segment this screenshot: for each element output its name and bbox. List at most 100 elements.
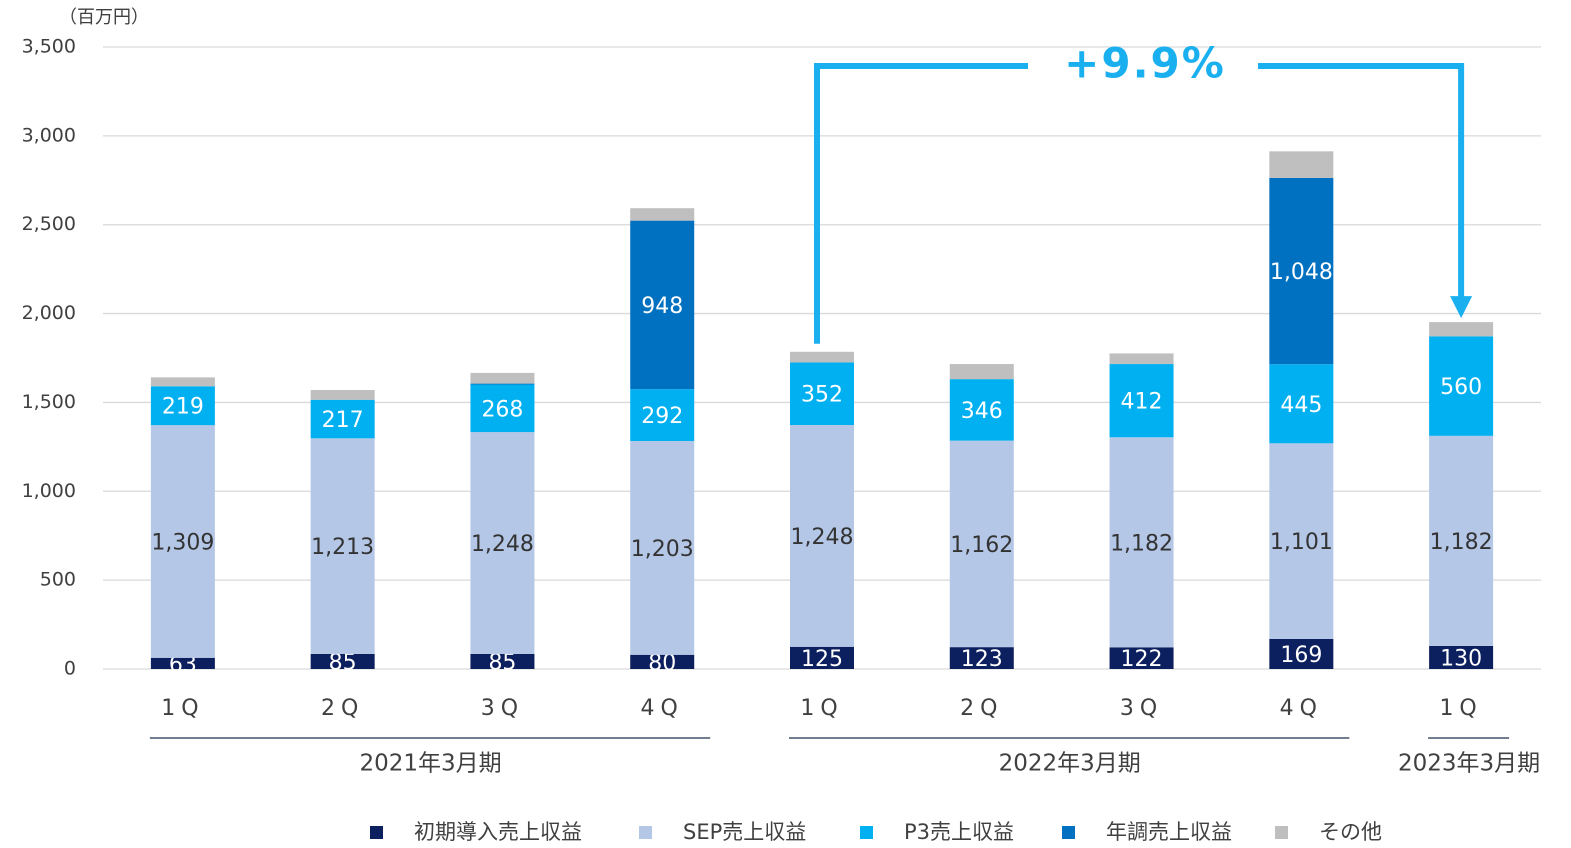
legend-marker xyxy=(1275,826,1288,839)
unit-label: （百万円） xyxy=(59,7,149,28)
bar-segment xyxy=(949,364,1014,380)
data-label: 560 xyxy=(1440,375,1482,400)
data-label: 1,101 xyxy=(1270,530,1333,555)
bar-segment xyxy=(949,440,1014,648)
annotation-text: +9.9% xyxy=(1064,39,1226,88)
bar-segment xyxy=(1109,353,1174,365)
data-label: 1,309 xyxy=(151,530,214,555)
group-label: 2023年3月期 xyxy=(1398,751,1540,777)
bar-segment xyxy=(949,379,1014,441)
annotation-arrow xyxy=(1450,296,1473,319)
data-label: 169 xyxy=(1280,643,1322,668)
legend-label: 年調売上収益 xyxy=(1106,820,1232,844)
x-tick-label: 2Q xyxy=(321,696,364,721)
legend-marker xyxy=(370,826,383,839)
bar-segment xyxy=(150,386,215,426)
data-label: 1,182 xyxy=(1110,531,1173,556)
x-tick-label: 3Q xyxy=(481,696,524,721)
bar-segment xyxy=(1109,647,1174,669)
y-tick-label: 0 xyxy=(64,658,76,680)
data-label: 123 xyxy=(961,647,1003,672)
bar-segment xyxy=(1269,177,1334,365)
x-tick-label: 4Q xyxy=(641,696,684,721)
data-label: 1,182 xyxy=(1430,530,1493,555)
y-tick-label: 3,500 xyxy=(22,36,76,58)
legend-marker xyxy=(639,826,652,839)
data-label: 445 xyxy=(1280,393,1322,418)
bar-segment xyxy=(1429,322,1494,337)
group-label: 2022年3月期 xyxy=(999,751,1141,777)
data-label: 125 xyxy=(801,647,843,672)
bar-segment xyxy=(790,351,854,363)
bar-segment xyxy=(1269,443,1334,639)
legend-marker xyxy=(1062,826,1075,839)
bar-segment xyxy=(1429,336,1494,436)
bar-segment xyxy=(1269,638,1334,669)
bar-segment xyxy=(1109,364,1174,438)
bar-segment xyxy=(470,372,535,384)
bar-segment xyxy=(1429,435,1494,646)
data-label: 1,203 xyxy=(631,537,694,562)
data-label: 85 xyxy=(329,650,357,675)
data-label: 346 xyxy=(961,399,1003,424)
bar-segment xyxy=(470,432,535,654)
data-label: 217 xyxy=(322,408,364,433)
data-label: 1,213 xyxy=(311,535,374,560)
data-label: 1,048 xyxy=(1270,260,1333,285)
data-label: 1,248 xyxy=(791,525,854,550)
x-tick-label: 1Q xyxy=(1439,696,1482,721)
bar-segment xyxy=(630,440,695,655)
data-label: 292 xyxy=(641,404,683,429)
data-label: 219 xyxy=(162,395,204,420)
bar-segment xyxy=(310,389,375,400)
y-tick-label: 500 xyxy=(40,569,76,591)
legend-marker xyxy=(860,826,873,839)
bar-segment xyxy=(310,438,375,654)
data-label: 122 xyxy=(1121,647,1163,672)
bar-segment xyxy=(1269,364,1334,444)
data-label: 1,162 xyxy=(950,533,1013,558)
bar-segment xyxy=(790,362,854,425)
bar-segment xyxy=(630,220,695,390)
x-tick-label: 1Q xyxy=(800,696,843,721)
bar-segment xyxy=(470,383,535,385)
bar-segment xyxy=(949,647,1014,669)
bar-segment xyxy=(630,389,695,441)
data-label: 352 xyxy=(801,383,843,408)
legend-label: P3売上収益 xyxy=(904,820,1014,844)
data-label: 948 xyxy=(641,294,683,319)
x-tick-label: 4Q xyxy=(1280,696,1323,721)
bar-segment xyxy=(1109,437,1174,648)
data-label: 85 xyxy=(488,650,516,675)
legend-label: SEP売上収益 xyxy=(683,820,806,844)
bar-segment xyxy=(150,657,215,669)
bar-segment xyxy=(790,646,854,669)
y-tick-label: 2,500 xyxy=(22,213,76,235)
bar-segment xyxy=(470,653,535,669)
data-label: 1,248 xyxy=(471,532,534,557)
data-label: 412 xyxy=(1121,390,1163,415)
data-label: 80 xyxy=(648,651,676,676)
group-label: 2021年3月期 xyxy=(359,751,501,777)
y-tick-label: 1,500 xyxy=(22,391,76,413)
legend-label: 初期導入売上収益 xyxy=(414,820,582,844)
bar-segment xyxy=(790,424,854,647)
x-tick-label: 3Q xyxy=(1120,696,1163,721)
bar-segment xyxy=(470,384,535,433)
y-tick-label: 1,000 xyxy=(22,480,76,502)
bar-segment xyxy=(150,425,215,658)
bar-segment xyxy=(630,654,695,669)
bar-segment xyxy=(310,653,375,669)
bar-segment xyxy=(1429,645,1494,669)
data-label: 268 xyxy=(481,397,523,422)
legend-label: その他 xyxy=(1319,820,1382,844)
bar-segment xyxy=(310,399,375,439)
bar-segment xyxy=(150,377,215,387)
data-label: 130 xyxy=(1440,646,1482,671)
y-tick-label: 3,000 xyxy=(22,124,76,146)
annotation-line xyxy=(1258,63,1465,299)
x-tick-label: 1Q xyxy=(161,696,204,721)
y-tick-label: 2,000 xyxy=(22,302,76,324)
annotation-line xyxy=(814,63,1028,344)
